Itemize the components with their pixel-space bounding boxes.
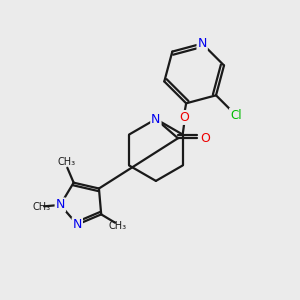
Text: O: O [200, 132, 210, 145]
Text: CH₃: CH₃ [108, 221, 126, 231]
Text: N: N [151, 112, 160, 126]
Text: N: N [73, 218, 82, 231]
Text: O: O [179, 111, 189, 124]
Text: Cl: Cl [230, 109, 242, 122]
Text: CH₃: CH₃ [33, 202, 51, 212]
Text: CH₃: CH₃ [57, 157, 76, 167]
Text: N: N [197, 37, 207, 50]
Text: N: N [56, 198, 65, 212]
